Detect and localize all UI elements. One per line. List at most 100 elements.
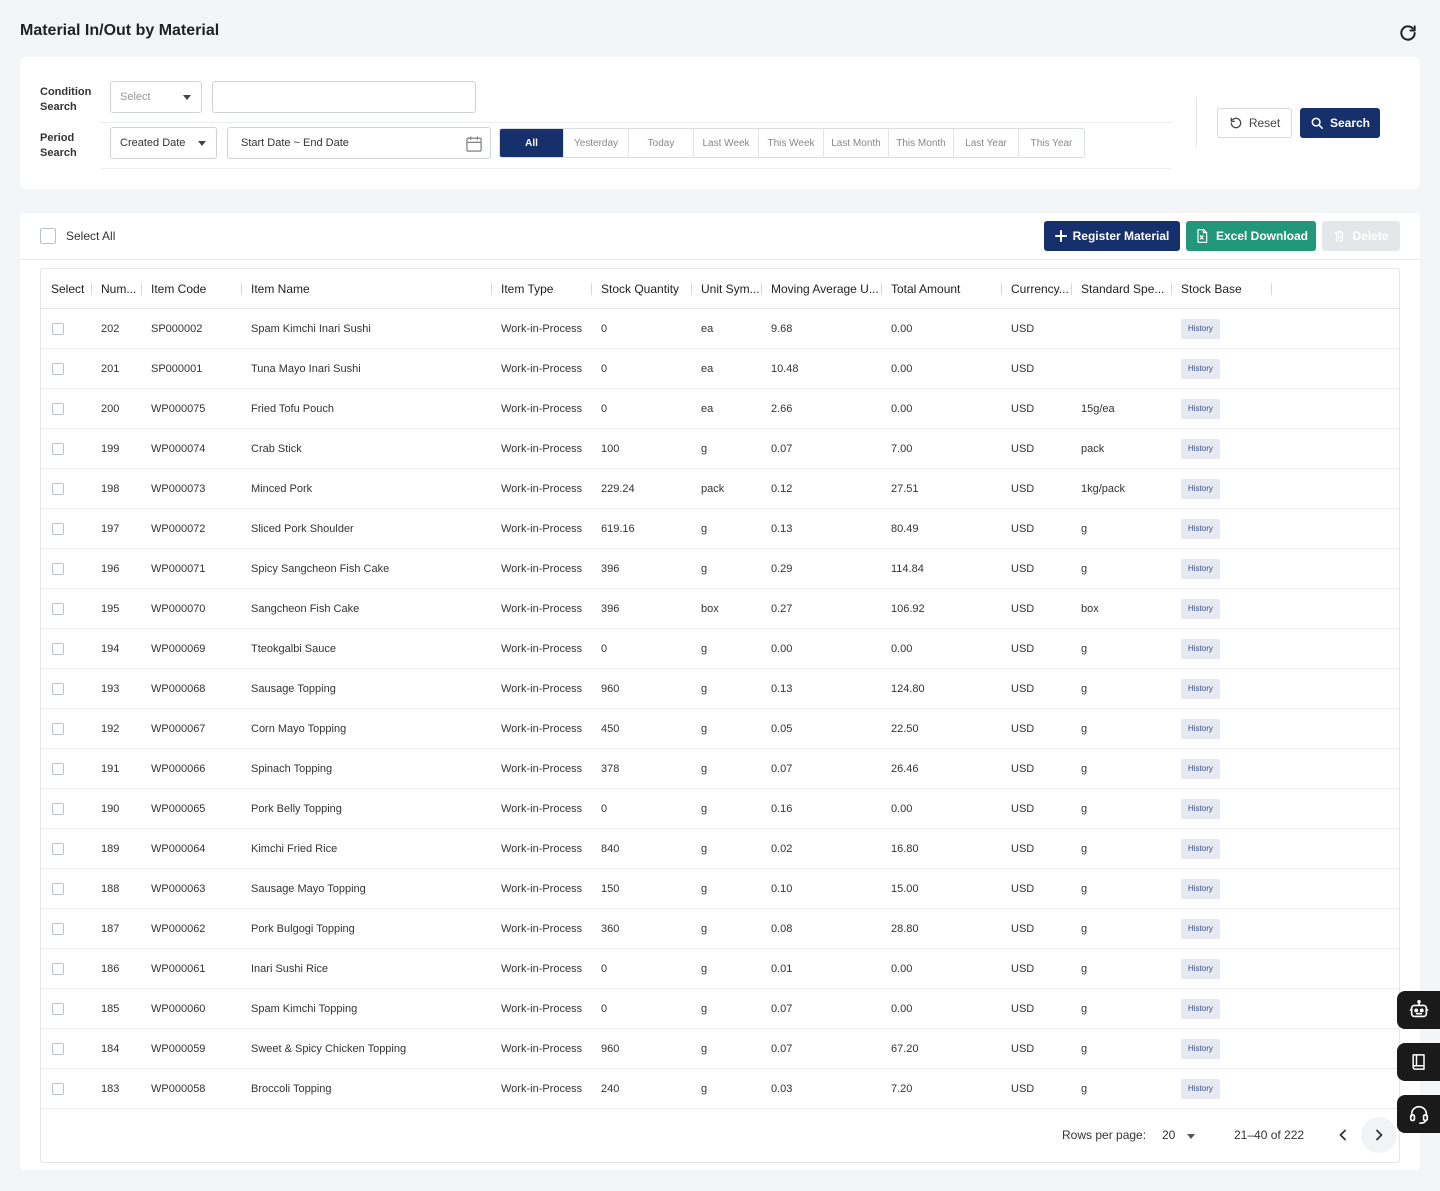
table-row[interactable]: 194 WP000069 Tteokgalbi Sauce Work-in-Proce… xyxy=(41,629,1399,669)
column-resize-handle[interactable] xyxy=(141,283,142,295)
condition-text-input[interactable] xyxy=(212,81,476,113)
row-checkbox[interactable] xyxy=(52,963,64,975)
row-checkbox[interactable] xyxy=(52,523,64,535)
column-header-item-code[interactable]: Item Code xyxy=(151,282,207,296)
select-all-checkbox[interactable]: Select All xyxy=(40,228,115,244)
column-resize-handle[interactable] xyxy=(881,283,882,295)
table-row[interactable]: 190 WP000065 Pork Belly Topping Work-in-Pro… xyxy=(41,789,1399,829)
register-material-button[interactable]: Register Material xyxy=(1044,221,1180,251)
manual-button[interactable] xyxy=(1397,1043,1440,1081)
excel-download-button[interactable]: Excel Download xyxy=(1186,221,1316,251)
column-header-total-amount[interactable]: Total Amount xyxy=(891,282,961,296)
table-row[interactable]: 197 WP000072 Sliced Pork Shoulder Work-in-P… xyxy=(41,509,1399,549)
column-header-item-name[interactable]: Item Name xyxy=(251,282,310,296)
row-checkbox[interactable] xyxy=(52,763,64,775)
column-resize-handle[interactable] xyxy=(1071,283,1072,295)
row-checkbox[interactable] xyxy=(52,1003,64,1015)
table-row[interactable]: 202 SP000002 Spam Kimchi Inari Sushi Work-i… xyxy=(41,309,1399,349)
table-row[interactable]: 193 WP000068 Sausage Topping Work-in-Proces… xyxy=(41,669,1399,709)
table-row[interactable]: 195 WP000070 Sangcheon Fish Cake Work-in-Pr… xyxy=(41,589,1399,629)
column-resize-handle[interactable] xyxy=(761,283,762,295)
table-row[interactable]: 189 WP000064 Kimchi Fried Rice Work-in-Proc… xyxy=(41,829,1399,869)
history-button[interactable]: History xyxy=(1181,759,1220,779)
history-button[interactable]: History xyxy=(1181,1039,1220,1059)
table-row[interactable]: 184 WP000059 Sweet & Spicy Chicken Topping… xyxy=(41,1029,1399,1069)
column-resize-handle[interactable] xyxy=(1171,283,1172,295)
row-checkbox[interactable] xyxy=(52,723,64,735)
date-range-input[interactable]: Start Date ~ End Date xyxy=(227,127,491,159)
period-last-year-button[interactable]: Last Year xyxy=(954,129,1019,157)
column-header-standard-spec[interactable]: Standard Spe... xyxy=(1081,282,1165,296)
condition-select[interactable]: Select xyxy=(110,81,202,113)
period-all-button[interactable]: All xyxy=(500,129,564,157)
table-row[interactable]: 183 WP000058 Broccoli Topping Work-in-Proce… xyxy=(41,1069,1399,1109)
support-button[interactable] xyxy=(1397,1095,1440,1133)
history-button[interactable]: History xyxy=(1181,1079,1220,1099)
row-checkbox[interactable] xyxy=(52,403,64,415)
column-resize-handle[interactable] xyxy=(1001,283,1002,295)
row-checkbox[interactable] xyxy=(52,683,64,695)
table-row[interactable]: 198 WP000073 Minced Pork Work-in-Process 229… xyxy=(41,469,1399,509)
period-last-month-button[interactable]: Last Month xyxy=(824,129,889,157)
period-last-week-button[interactable]: Last Week xyxy=(694,129,759,157)
row-checkbox[interactable] xyxy=(52,363,64,375)
previous-page-button[interactable] xyxy=(1325,1117,1361,1153)
row-checkbox[interactable] xyxy=(52,643,64,655)
history-button[interactable]: History xyxy=(1181,679,1220,699)
table-row[interactable]: 185 WP000060 Spam Kimchi Topping Work-in-Pr… xyxy=(41,989,1399,1029)
period-today-button[interactable]: Today xyxy=(629,129,694,157)
column-header-currency[interactable]: Currency... xyxy=(1011,282,1069,296)
history-button[interactable]: History xyxy=(1181,719,1220,739)
table-row[interactable]: 201 SP000001 Tuna Mayo Inari Sushi Work-in-… xyxy=(41,349,1399,389)
history-button[interactable]: History xyxy=(1181,879,1220,899)
row-checkbox[interactable] xyxy=(52,603,64,615)
table-row[interactable]: 186 WP000061 Inari Sushi Rice Work-in-Proce… xyxy=(41,949,1399,989)
refresh-button[interactable] xyxy=(1396,22,1420,44)
history-button[interactable]: History xyxy=(1181,599,1220,619)
column-header-moving-average-unit-price[interactable]: Moving Average U... xyxy=(771,282,879,296)
reset-button[interactable]: Reset xyxy=(1217,108,1292,138)
history-button[interactable]: History xyxy=(1181,319,1220,339)
column-header-item-type[interactable]: Item Type xyxy=(501,282,554,296)
period-yesterday-button[interactable]: Yesterday xyxy=(564,129,629,157)
row-checkbox[interactable] xyxy=(52,483,64,495)
table-row[interactable]: 188 WP000063 Sausage Mayo Topping Work-in-P… xyxy=(41,869,1399,909)
rows-per-page-select[interactable]: 20 xyxy=(1162,1128,1176,1142)
column-header-select[interactable]: Select xyxy=(51,282,85,296)
column-resize-handle[interactable] xyxy=(591,283,592,295)
table-row[interactable]: 196 WP000071 Spicy Sangcheon Fish Cake Work… xyxy=(41,549,1399,589)
row-checkbox[interactable] xyxy=(52,803,64,815)
column-resize-handle[interactable] xyxy=(1271,283,1272,295)
row-checkbox[interactable] xyxy=(52,923,64,935)
row-checkbox[interactable] xyxy=(52,323,64,335)
column-header-unit-symbol[interactable]: Unit Sym... xyxy=(701,282,760,296)
table-row[interactable]: 191 WP000066 Spinach Topping Work-in-Proces… xyxy=(41,749,1399,789)
row-checkbox[interactable] xyxy=(52,883,64,895)
history-button[interactable]: History xyxy=(1181,439,1220,459)
table-row[interactable]: 200 WP000075 Fried Tofu Pouch Work-in-Proce… xyxy=(41,389,1399,429)
row-checkbox[interactable] xyxy=(52,1043,64,1055)
next-page-button[interactable] xyxy=(1361,1117,1397,1153)
history-button[interactable]: History xyxy=(1181,359,1220,379)
history-button[interactable]: History xyxy=(1181,559,1220,579)
column-resize-handle[interactable] xyxy=(241,283,242,295)
row-checkbox[interactable] xyxy=(52,563,64,575)
history-button[interactable]: History xyxy=(1181,479,1220,499)
table-row[interactable]: 192 WP000067 Corn Mayo Topping Work-in-Proc… xyxy=(41,709,1399,749)
table-row[interactable]: 187 WP000062 Pork Bulgogi Topping Work-in-P… xyxy=(41,909,1399,949)
chevron-down-icon[interactable] xyxy=(1187,1134,1195,1139)
column-resize-handle[interactable] xyxy=(691,283,692,295)
history-button[interactable]: History xyxy=(1181,919,1220,939)
row-checkbox[interactable] xyxy=(52,1083,64,1095)
column-resize-handle[interactable] xyxy=(491,283,492,295)
table-row[interactable]: 199 WP000074 Crab Stick Work-in-Process 100 g… xyxy=(41,429,1399,469)
column-header-stock-quantity[interactable]: Stock Quantity xyxy=(601,282,680,296)
row-checkbox[interactable] xyxy=(52,843,64,855)
column-header-number[interactable]: Num... xyxy=(101,282,137,296)
delete-button[interactable]: Delete xyxy=(1322,221,1400,251)
row-checkbox[interactable] xyxy=(52,443,64,455)
history-button[interactable]: History xyxy=(1181,799,1220,819)
history-button[interactable]: History xyxy=(1181,959,1220,979)
history-button[interactable]: History xyxy=(1181,519,1220,539)
history-button[interactable]: History xyxy=(1181,999,1220,1019)
